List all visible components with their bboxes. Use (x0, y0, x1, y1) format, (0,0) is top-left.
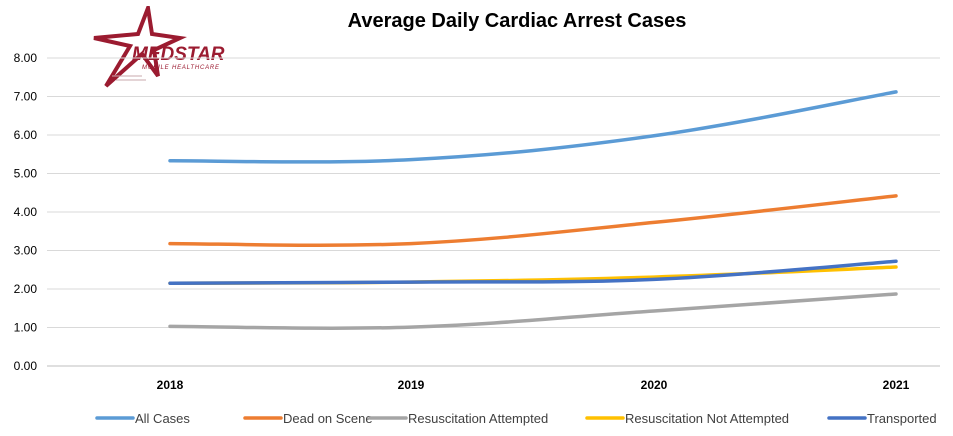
x-tick-label: 2018 (157, 378, 184, 392)
chart-title: Average Daily Cardiac Arrest Cases (347, 10, 687, 32)
series-line-transported (168, 259, 898, 285)
legend-label: Resuscitation Not Attempted (625, 411, 789, 426)
legend-label: All Cases (135, 411, 190, 426)
y-tick-label: 1.00 (14, 321, 38, 335)
series-line-dead-on-scene (168, 194, 898, 248)
legend-label: Resuscitation Attempted (408, 411, 548, 426)
y-tick-label: 6.00 (14, 128, 38, 142)
y-tick-label: 2.00 (14, 282, 38, 296)
logo-star (93, 6, 187, 88)
series-line-resuscitation-attempted (168, 292, 898, 330)
legend-label: Transported (867, 411, 937, 426)
y-tick-label: 4.00 (14, 205, 38, 219)
y-tick-label: 5.00 (14, 167, 38, 181)
series-line-all-cases (168, 90, 898, 164)
medstar-logo: MEDSTAR MOBILE HEALTHCARE (93, 6, 225, 88)
y-tick-label: 0.00 (14, 359, 38, 373)
y-tick-label: 3.00 (14, 244, 38, 258)
legend-label: Dead on Scene (283, 411, 373, 426)
logo-main-text: MEDSTAR (132, 44, 225, 65)
x-tick-label: 2019 (398, 378, 425, 392)
x-tick-label: 2021 (883, 378, 910, 392)
x-tick-label: 2020 (641, 378, 668, 392)
logo-sub-text: MOBILE HEALTHCARE (142, 65, 220, 71)
y-tick-label: 7.00 (14, 90, 38, 104)
y-tick-label: 8.00 (14, 51, 38, 65)
